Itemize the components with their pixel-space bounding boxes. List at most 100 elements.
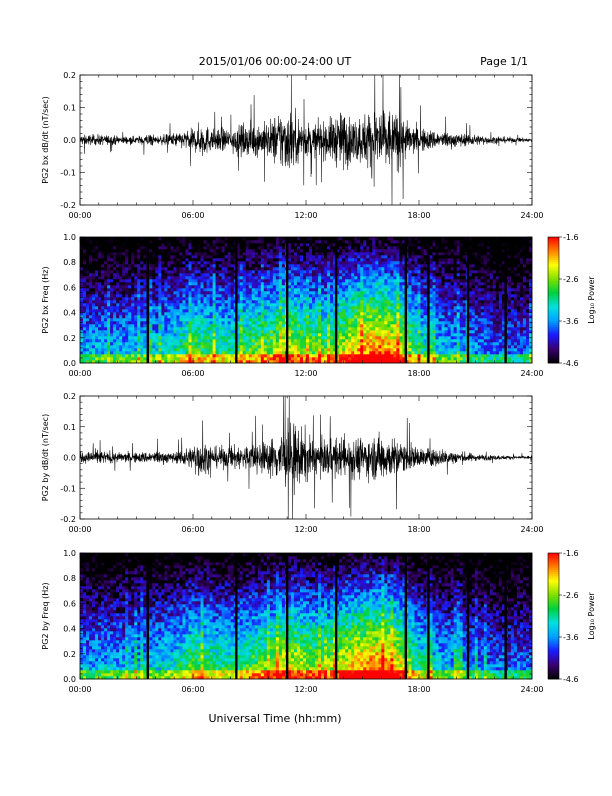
spectrogram-cell	[309, 294, 312, 297]
spectrogram-cell	[231, 279, 234, 282]
spectrogram-cell	[182, 336, 185, 339]
spectrogram-cell	[258, 315, 261, 318]
spectrogram-cell	[321, 294, 324, 297]
spectrogram-cell	[390, 237, 393, 240]
spectrogram-cell	[273, 258, 276, 261]
spectrogram-cell	[351, 309, 354, 312]
spectrogram-cell	[421, 303, 424, 306]
spectrogram-cell	[182, 324, 185, 327]
spectrogram-cell	[384, 237, 387, 240]
spectrogram-cell	[125, 357, 128, 360]
spectrogram-cell	[306, 318, 309, 321]
spectrogram-cell	[366, 255, 369, 258]
spectrogram-cell	[291, 249, 294, 252]
spectrogram-cell	[345, 306, 348, 309]
spectrogram-cell	[297, 318, 300, 321]
spectrogram-cell	[279, 354, 282, 357]
spectrogram-cell	[107, 339, 110, 342]
spectrogram-cell	[240, 276, 243, 279]
spectrogram-cell	[179, 273, 182, 276]
spectrogram-cell	[417, 330, 420, 333]
spectrogram-cell	[128, 237, 131, 240]
spectrogram-cell	[414, 276, 417, 279]
spectrogram-cell	[119, 282, 122, 285]
spectrogram-cell	[360, 270, 363, 273]
spectrogram-cell	[104, 357, 107, 360]
spectrogram-cell	[318, 246, 321, 249]
spectrogram-cell	[188, 252, 191, 255]
spectrogram-cell	[204, 258, 207, 261]
spectrogram-cell	[161, 327, 164, 330]
spectrogram-cell	[164, 270, 167, 273]
spectrogram-cell	[188, 279, 191, 282]
spectrogram-cell	[161, 306, 164, 309]
spectrogram-cell	[330, 300, 333, 303]
spectrogram-cell	[228, 333, 231, 336]
spectrogram-cell	[89, 279, 92, 282]
spectrogram-cell	[137, 315, 140, 318]
spectrogram-cell	[357, 276, 360, 279]
spectrogram-cell	[137, 309, 140, 312]
spectrogram-cell	[321, 258, 324, 261]
spectrogram-cell	[421, 345, 424, 348]
spectrogram-cell	[282, 333, 285, 336]
spectrogram-cell	[345, 321, 348, 324]
spectrogram-cell	[173, 324, 176, 327]
spectrogram-cell	[119, 357, 122, 360]
spectrogram-cell	[424, 249, 427, 252]
spectrogram-cell	[306, 336, 309, 339]
spectrogram-cell	[300, 348, 303, 351]
spectrogram-cell	[231, 261, 234, 264]
spectrogram-cell	[363, 309, 366, 312]
spectrogram-cell	[291, 255, 294, 258]
spectrogram-cell	[101, 240, 104, 243]
spectrogram-cell	[164, 303, 167, 306]
spectrogram-cell	[188, 300, 191, 303]
spectrogram-cell	[318, 345, 321, 348]
spectrogram-cell	[258, 285, 261, 288]
spectrogram-cell	[113, 318, 116, 321]
spectrogram-cell	[101, 243, 104, 246]
spectrogram-cell	[390, 261, 393, 264]
spectrogram-cell	[216, 312, 219, 315]
spectrogram-cell	[408, 285, 411, 288]
spectrogram-cell	[152, 270, 155, 273]
spectrogram-cell	[182, 309, 185, 312]
spectrogram-cell	[101, 342, 104, 345]
spectrogram-cell	[351, 267, 354, 270]
spectrogram-cell	[297, 252, 300, 255]
spectrogram-cell	[92, 252, 95, 255]
spectrogram-cell	[390, 303, 393, 306]
spectrogram-cell	[158, 345, 161, 348]
spectrogram-cell	[95, 240, 98, 243]
spectrogram-cell	[363, 276, 366, 279]
spectrogram-cell	[116, 285, 119, 288]
spectrogram-cell	[342, 261, 345, 264]
spectrogram-cell	[222, 348, 225, 351]
spectrogram-cell	[125, 288, 128, 291]
spectrogram-cell	[282, 264, 285, 267]
spectrogram-cell	[182, 240, 185, 243]
spectrogram-cell	[387, 288, 390, 291]
spectrogram-cell	[288, 279, 291, 282]
spectrogram-cell	[185, 258, 188, 261]
spectrogram-cell	[167, 330, 170, 333]
spectrogram-cell	[411, 243, 414, 246]
spectrogram-cell	[357, 246, 360, 249]
spectrogram-cell	[327, 279, 330, 282]
spectrogram-cell	[198, 273, 201, 276]
spectrogram-cell	[252, 309, 255, 312]
spectrogram-cell	[158, 330, 161, 333]
spectrogram-cell	[430, 354, 433, 357]
spectrogram-cell	[327, 300, 330, 303]
spectrogram-cell	[92, 312, 95, 315]
spectrogram-cell	[213, 297, 216, 300]
spectrogram-cell	[424, 309, 427, 312]
spectrogram-cell	[143, 303, 146, 306]
spectrogram-cell	[116, 258, 119, 261]
spectrogram-cell	[188, 321, 191, 324]
spectrogram-cell	[240, 330, 243, 333]
spectrogram-cell	[125, 333, 128, 336]
spectrogram-cell	[95, 330, 98, 333]
spectrogram-cell	[137, 294, 140, 297]
